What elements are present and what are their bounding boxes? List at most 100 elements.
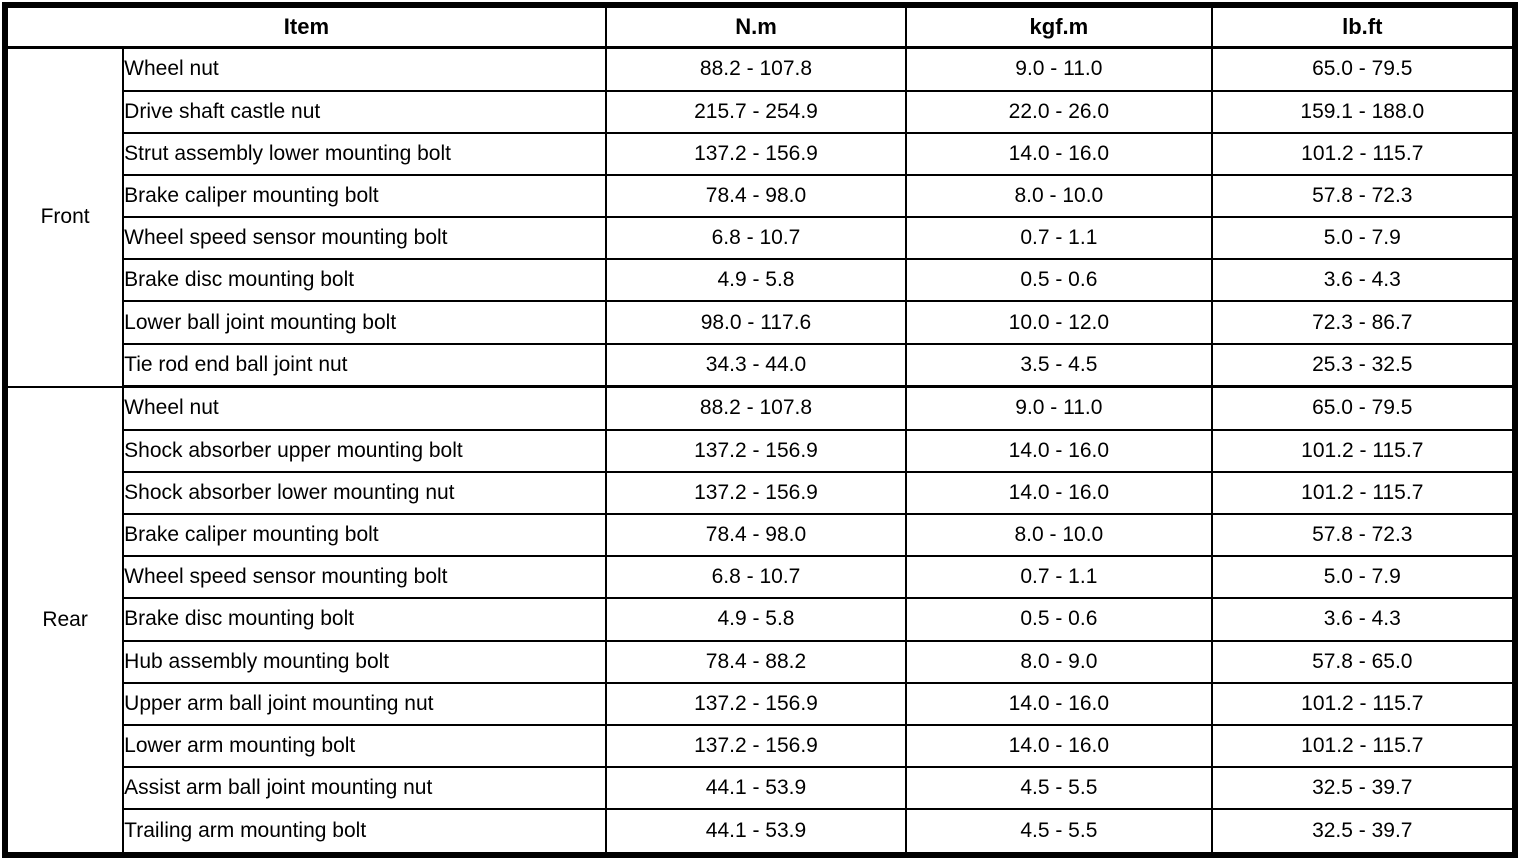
value-cell-nm: 137.2 - 156.9 [604, 131, 908, 176]
table-header: Item N.m kgf.m lb.ft [4, 4, 1517, 49]
value-cell-nm: 78.4 - 98.0 [604, 173, 908, 219]
table-row: Drive shaft castle nut 215.7 - 254.9 22.0 … [5, 89, 1517, 134]
value-cell-kgfm: 10.0 - 12.0 [905, 300, 1213, 345]
value-cell-lbft: 101.2 - 115.7 [1210, 470, 1517, 516]
value-cell-nm: 137.2 - 156.9 [604, 470, 908, 516]
value-cell-nm: 137.2 - 156.9 [604, 723, 908, 769]
value-cell-lbft: 3.6 - 4.3 [1210, 597, 1517, 642]
table-row: Brake caliper mounting bolt 78.4 - 98.0 8.… [5, 512, 1517, 558]
value-cell-nm: 6.8 - 10.7 [604, 555, 908, 600]
header-lbft: lb.ft [1210, 4, 1517, 49]
item-cell: Hub assembly mounting bolt [122, 639, 607, 684]
value-cell-lbft: 3.6 - 4.3 [1210, 258, 1517, 303]
item-cell: Wheel nut [122, 46, 607, 92]
value-cell-kgfm: 14.0 - 16.0 [905, 681, 1213, 726]
table-row: Strut assembly lower mounting bolt 137.2 … [5, 131, 1517, 176]
table-row: Shock absorber lower mounting nut 137.2 -… [5, 470, 1517, 516]
value-cell-nm: 137.2 - 156.9 [604, 681, 908, 726]
table-row: Brake caliper mounting bolt 78.4 - 98.0 8.… [5, 173, 1517, 219]
header-kgfm: kgf.m [905, 4, 1213, 49]
item-cell: Brake disc mounting bolt [122, 597, 607, 642]
item-cell: Lower ball joint mounting bolt [122, 300, 607, 345]
value-cell-lbft: 5.0 - 7.9 [1210, 555, 1517, 600]
header-row: Item N.m kgf.m lb.ft [4, 4, 1517, 49]
value-cell-kgfm: 0.5 - 0.6 [905, 597, 1213, 642]
value-cell-kgfm: 14.0 - 16.0 [905, 428, 1213, 473]
value-cell-nm: 44.1 - 53.9 [604, 766, 908, 811]
header-item: Item [4, 4, 607, 49]
value-cell-nm: 88.2 - 107.8 [604, 385, 908, 431]
table-row: Rear Wheel nut 88.2 - 107.8 9.0 - 11.0 65.0 … [3, 385, 1517, 857]
value-cell-kgfm: 0.5 - 0.6 [905, 258, 1213, 303]
table-row: Brake disc mounting bolt 4.9 - 5.8 0.5 - 0… [5, 258, 1517, 303]
value-cell-lbft: 57.8 - 72.3 [1210, 173, 1517, 219]
value-cell-kgfm: 4.5 - 5.5 [905, 808, 1213, 856]
value-cell-lbft: 101.2 - 115.7 [1210, 723, 1517, 769]
value-cell-nm: 137.2 - 156.9 [604, 428, 908, 473]
value-cell-kgfm: 14.0 - 16.0 [905, 470, 1213, 516]
value-cell-kgfm: 8.0 - 10.0 [905, 512, 1213, 558]
item-cell: Strut assembly lower mounting bolt [122, 131, 607, 176]
item-cell: Wheel speed sensor mounting bolt [122, 555, 607, 600]
item-cell: Brake caliper mounting bolt [122, 173, 607, 219]
value-cell-lbft: 65.0 - 79.5 [1210, 46, 1517, 92]
value-cell-kgfm: 9.0 - 11.0 [905, 46, 1213, 92]
value-cell-nm: 78.4 - 98.0 [604, 512, 908, 558]
item-cell: Wheel nut [122, 385, 607, 431]
value-cell-kgfm: 0.7 - 1.1 [905, 555, 1213, 600]
item-cell: Brake caliper mounting bolt [122, 512, 607, 558]
value-cell-lbft: 101.2 - 115.7 [1210, 428, 1517, 473]
table-row: Lower arm mounting bolt 137.2 - 156.9 14.0… [5, 723, 1517, 769]
table-row: Trailing arm mounting bolt 44.1 - 53.9 4.5… [5, 808, 1517, 856]
header-nm: N.m [604, 4, 908, 49]
value-cell-kgfm: 3.5 - 4.5 [905, 342, 1213, 389]
value-cell-kgfm: 14.0 - 16.0 [905, 131, 1213, 176]
item-cell: Trailing arm mounting bolt [122, 808, 607, 856]
item-cell: Assist arm ball joint mounting nut [122, 766, 607, 811]
value-cell-nm: 6.8 - 10.7 [604, 216, 908, 261]
table-row: Hub assembly mounting bolt 78.4 - 88.2 8.0… [5, 639, 1517, 684]
table-row: Lower ball joint mounting bolt 98.0 - 117… [5, 300, 1517, 345]
table-body: Front Wheel nut 88.2 - 107.8 9.0 - 11.0 65.0… [3, 46, 1517, 857]
value-cell-lbft: 57.8 - 72.3 [1210, 512, 1517, 558]
value-cell-nm: 88.2 - 107.8 [604, 46, 908, 92]
value-cell-nm: 98.0 - 117.6 [604, 300, 908, 345]
table-row: Brake disc mounting bolt 4.9 - 5.8 0.5 - 0… [5, 597, 1517, 642]
value-cell-nm: 78.4 - 88.2 [604, 639, 908, 684]
item-cell: Lower arm mounting bolt [122, 723, 607, 769]
table-row: Wheel speed sensor mounting bolt 6.8 - 10… [5, 216, 1517, 261]
table-row: Shock absorber upper mounting bolt 137.2 … [5, 428, 1517, 473]
table-row: Assist arm ball joint mounting nut 44.1 -… [5, 766, 1517, 811]
item-cell: Shock absorber upper mounting bolt [122, 428, 607, 473]
table-row: Tie rod end ball joint nut 34.3 - 44.0 3.5… [5, 342, 1517, 389]
value-cell-nm: 34.3 - 44.0 [604, 342, 908, 389]
value-cell-kgfm: 8.0 - 9.0 [905, 639, 1213, 684]
value-cell-nm: 44.1 - 53.9 [604, 808, 908, 856]
item-cell: Tie rod end ball joint nut [122, 342, 607, 389]
value-cell-nm: 4.9 - 5.8 [604, 597, 908, 642]
item-cell: Brake disc mounting bolt [122, 258, 607, 303]
value-cell-lbft: 72.3 - 86.7 [1210, 300, 1517, 345]
value-cell-lbft: 32.5 - 39.7 [1210, 766, 1517, 811]
value-cell-lbft: 101.2 - 115.7 [1210, 131, 1517, 176]
value-cell-lbft: 32.5 - 39.7 [1210, 808, 1517, 856]
value-cell-lbft: 101.2 - 115.7 [1210, 681, 1517, 726]
table-row: Wheel speed sensor mounting bolt 6.8 - 10… [5, 555, 1517, 600]
value-cell-kgfm: 22.0 - 26.0 [905, 89, 1213, 134]
value-cell-lbft: 5.0 - 7.9 [1210, 216, 1517, 261]
item-cell: Shock absorber lower mounting nut [122, 470, 607, 516]
item-cell: Drive shaft castle nut [122, 89, 607, 134]
table-row: Upper arm ball joint mounting nut 137.2 -… [5, 681, 1517, 726]
value-cell-lbft: 57.8 - 65.0 [1210, 639, 1517, 684]
value-cell-kgfm: 0.7 - 1.1 [905, 216, 1213, 261]
value-cell-kgfm: 4.5 - 5.5 [905, 766, 1213, 811]
value-cell-nm: 215.7 - 254.9 [604, 89, 908, 134]
value-cell-lbft: 25.3 - 32.5 [1210, 342, 1517, 389]
value-cell-lbft: 159.1 - 188.0 [1210, 89, 1517, 134]
value-cell-nm: 4.9 - 5.8 [604, 258, 908, 303]
table-row: Front Wheel nut 88.2 - 107.8 9.0 - 11.0 65.0… [3, 46, 1517, 388]
group-cell-rear: Rear [3, 385, 125, 857]
value-cell-kgfm: 8.0 - 10.0 [905, 173, 1213, 219]
